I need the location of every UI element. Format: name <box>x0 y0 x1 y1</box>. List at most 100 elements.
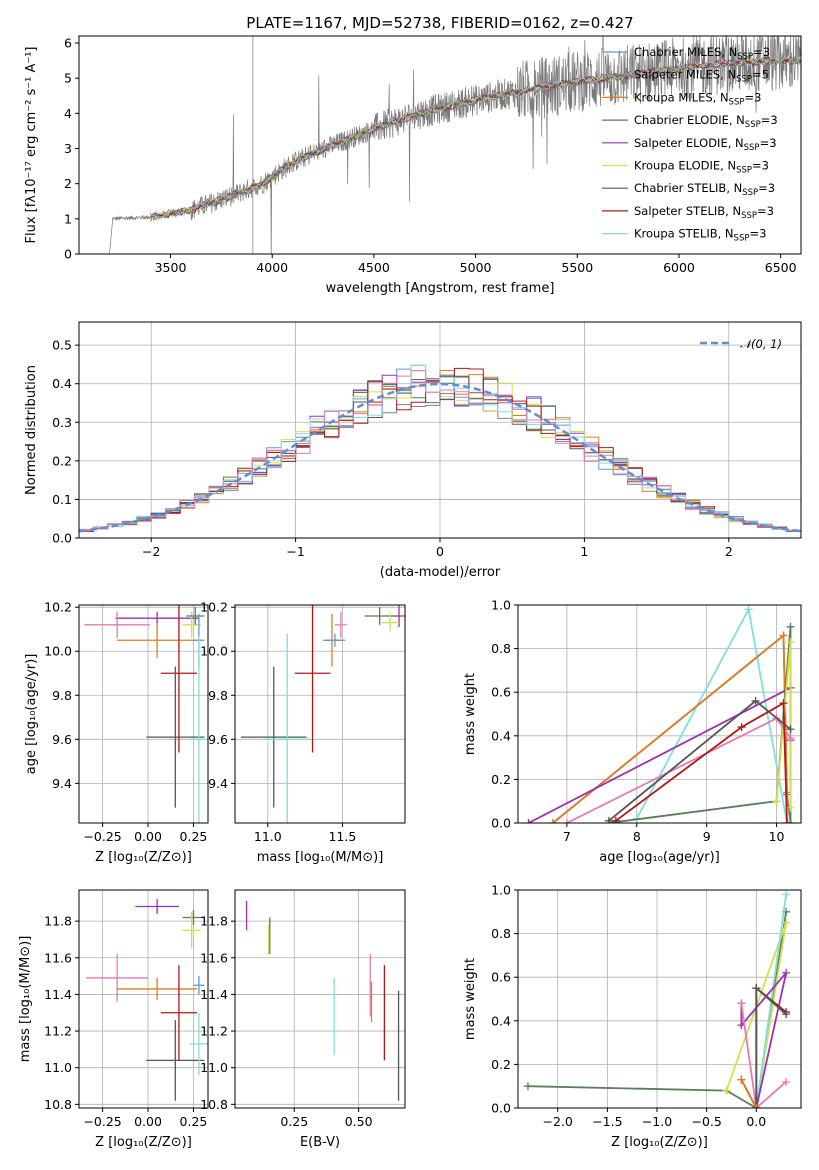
legend-entry: 𝒩(0, 1) <box>740 337 782 351</box>
x-tick-label: 6500 <box>765 260 797 275</box>
plot-area <box>240 605 405 823</box>
legend-entry: Kroupa MILES, NSSP=3 <box>634 90 761 107</box>
weight-point <box>772 797 781 806</box>
plot-area <box>524 605 795 823</box>
axes-box <box>78 889 209 1109</box>
weight-point <box>604 816 613 823</box>
y-tick-label: 1.0 <box>491 598 511 613</box>
weight-point <box>562 819 571 823</box>
weight-point <box>782 918 791 927</box>
panel-spectrum: 3500 4000 4500 5000 5500 6000 6500 0 1 2 3 4 5 6 wavel… <box>24 35 802 296</box>
x-tick-label: 4500 <box>358 260 390 275</box>
panel-age_vs_Z: −0.25 0.00 0.25 9.4 9.6 9.8 10.0 10.2 Z [log₁₀(Z… <box>24 600 209 865</box>
legend-entry: Salpeter MILES, NSSP=5 <box>634 68 769 85</box>
x-tick-label: −0.5 <box>691 1114 721 1129</box>
weight-line <box>615 701 788 823</box>
axes-frame: −0.25 0.00 0.25 9.4 9.6 9.8 10.0 10.2 Z [log₁₀(Z… <box>24 600 209 865</box>
errorbar-point <box>160 605 198 753</box>
y-tick-label: 10.8 <box>200 1097 228 1112</box>
x-tick-label: 5500 <box>561 260 593 275</box>
errorbar-point <box>135 899 179 914</box>
legend-entry: Kroupa ELODIE, NSSP=3 <box>634 159 769 176</box>
y-tick-label: 9.8 <box>208 688 228 703</box>
y-tick-label: 3 <box>64 141 72 156</box>
x-tick-label: 7 <box>563 829 571 844</box>
weight-point <box>611 816 620 823</box>
x-axis-label: age [log₁₀(age/yr)] <box>599 850 720 865</box>
y-tick-label: 11.6 <box>200 950 228 965</box>
y-tick-label: 0.2 <box>52 453 72 468</box>
legend-entry: Kroupa STELIB, NSSP=3 <box>634 227 766 244</box>
weight-point <box>786 733 795 742</box>
x-tick-label: 0.25 <box>280 1114 308 1129</box>
y-tick-label: 11.0 <box>44 1060 72 1075</box>
weight-point <box>782 1010 791 1019</box>
weight-point <box>524 819 533 823</box>
errorbar-point <box>117 622 198 658</box>
weight-point <box>782 1077 791 1086</box>
panel-weight_vs_age: 7 8 9 10 0.0 0.2 0.4 0.6 0.8 1.0 age [log₁₀(age/yr… <box>463 598 802 865</box>
x-axis-label: Z [log₁₀(Z/Z⊙)] <box>95 1135 192 1150</box>
plot-area <box>79 364 801 533</box>
x-tick-label: 0.25 <box>180 829 208 844</box>
axes-frame: 7 8 9 10 0.0 0.2 0.4 0.6 0.8 1.0 age [log₁₀(age/yr… <box>463 598 802 865</box>
y-axis-label: Flux [fλ10⁻¹⁷ erg cm⁻² s⁻¹ A⁻¹] <box>24 47 39 244</box>
weight-point <box>786 622 795 631</box>
errorbar-point <box>117 977 198 1000</box>
y-tick-label: 0.2 <box>491 772 511 787</box>
y-tick-label: 0.6 <box>491 970 511 985</box>
x-tick-label: 0.50 <box>345 1114 373 1129</box>
legend: Chabrier MILES, NSSP=3 Salpeter MILES, NS… <box>602 45 778 244</box>
x-tick-label: −1 <box>286 544 304 559</box>
errorbar-point <box>193 976 205 995</box>
legend-entry: Salpeter STELIB, NSSP=3 <box>634 204 774 221</box>
errorbar-point <box>182 911 201 949</box>
y-tick-label: 0.0 <box>491 816 511 831</box>
x-tick-label: −2.0 <box>543 1114 573 1129</box>
y-tick-label: 9.4 <box>52 776 72 791</box>
y-tick-label: 1 <box>64 211 72 226</box>
y-axis-label: age [log₁₀(age/yr)] <box>24 654 39 775</box>
weight-line <box>740 972 787 1108</box>
y-tick-label: 11.0 <box>200 1060 228 1075</box>
x-tick-label: 1 <box>580 544 588 559</box>
y-tick-label: 0 <box>64 247 72 262</box>
panel-mass_vs_ebv: 0.25 0.50 10.8 11.0 11.2 11.4 11.6 11.8 E(B-V) <box>200 889 406 1150</box>
x-tick-label: 0 <box>436 544 444 559</box>
x-tick-label: 2 <box>725 544 733 559</box>
weight-point <box>786 803 795 812</box>
x-axis-label: E(B-V) <box>300 1135 340 1150</box>
y-tick-label: 2 <box>64 176 72 191</box>
x-tick-label: −0.25 <box>83 829 121 844</box>
y-tick-label: 0.4 <box>491 1013 511 1028</box>
y-tick-label: 0.4 <box>491 728 511 743</box>
weight-point <box>737 723 746 732</box>
x-tick-label: 5000 <box>460 260 492 275</box>
x-tick-label: 0.25 <box>180 1114 208 1129</box>
x-tick-label: −1.5 <box>592 1114 622 1129</box>
model-spectrum-kroupa_stelib <box>149 56 801 220</box>
axes-box <box>234 889 406 1109</box>
y-tick-label: 5 <box>64 71 72 86</box>
x-axis-label: mass [log₁₀(M/M⊙)] <box>257 850 384 865</box>
y-tick-label: 0.6 <box>491 685 511 700</box>
y-tick-label: 11.8 <box>44 914 72 929</box>
y-tick-label: 11.4 <box>44 987 72 1002</box>
y-axis-label: Normed distribution <box>24 365 39 495</box>
plot-area <box>523 890 791 1108</box>
axes-box <box>517 604 802 824</box>
legend-entry: Chabrier STELIB, NSSP=3 <box>634 181 775 198</box>
x-axis-label: wavelength [Angstrom, rest frame] <box>326 281 555 296</box>
weight-point <box>779 699 788 708</box>
axes-box <box>517 889 802 1109</box>
y-tick-label: 10.2 <box>200 600 228 615</box>
y-tick-label: 11.2 <box>44 1024 72 1039</box>
errorbar-point <box>334 611 347 639</box>
x-tick-label: −1.0 <box>642 1114 672 1129</box>
weight-point <box>786 819 795 823</box>
weight-line <box>740 1079 758 1108</box>
plot-area <box>84 605 208 823</box>
y-tick-label: 9.6 <box>52 732 72 747</box>
weight-point <box>752 984 761 993</box>
x-tick-label: 3500 <box>155 260 187 275</box>
